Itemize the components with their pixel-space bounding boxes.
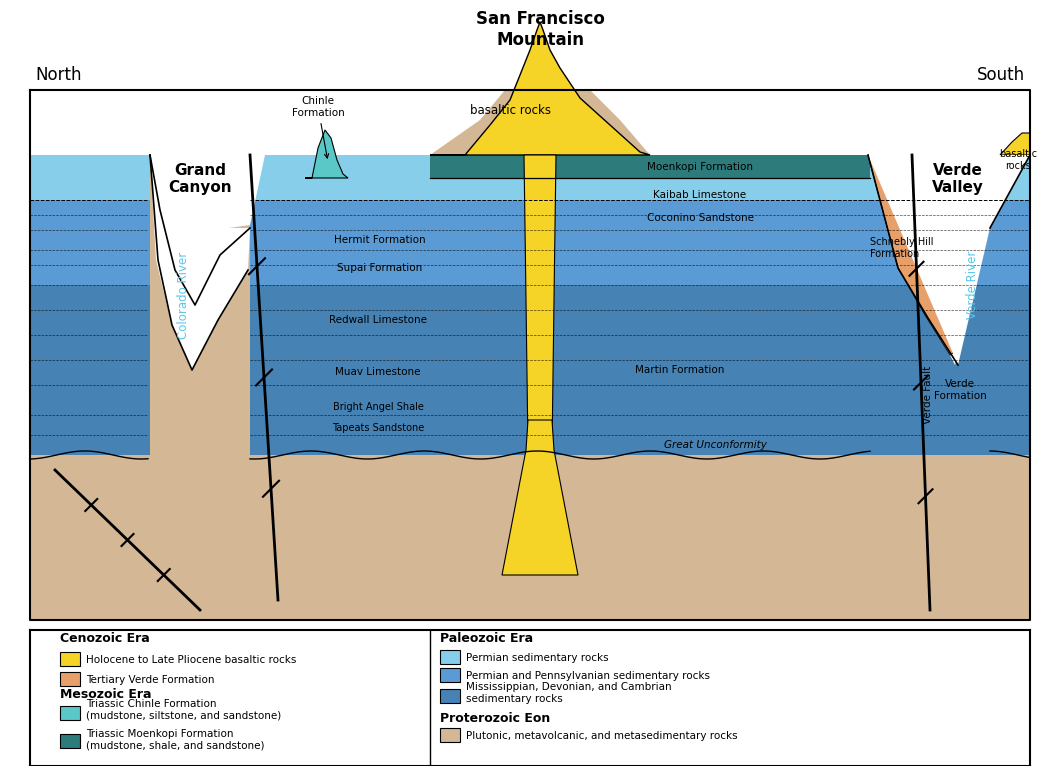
- Polygon shape: [868, 155, 1030, 365]
- Bar: [60, 672, 80, 686]
- Text: Proterozoic Eon: Proterozoic Eon: [440, 712, 550, 725]
- Polygon shape: [250, 155, 870, 455]
- Text: basaltic rocks: basaltic rocks: [470, 103, 550, 116]
- Polygon shape: [430, 22, 650, 155]
- Text: Kaibab Limestone: Kaibab Limestone: [654, 190, 747, 200]
- Text: Triassic Chinle Formation
(mudstone, siltstone, and sandstone): Triassic Chinle Formation (mudstone, sil…: [86, 699, 281, 721]
- Text: Moenkopi Formation: Moenkopi Formation: [647, 162, 753, 172]
- Polygon shape: [870, 155, 1030, 285]
- Polygon shape: [30, 90, 1030, 620]
- Bar: [440, 668, 460, 682]
- Text: South: South: [977, 66, 1025, 84]
- Polygon shape: [305, 130, 348, 178]
- Text: Plutonic, metavolcanic, and metasedimentary rocks: Plutonic, metavolcanic, and metasediment…: [466, 731, 738, 741]
- Text: Mesozoic Era: Mesozoic Era: [60, 688, 151, 701]
- Polygon shape: [1000, 133, 1030, 155]
- Text: Permian and Pennsylvanian sedimentary rocks: Permian and Pennsylvanian sedimentary ro…: [466, 671, 710, 681]
- Bar: [60, 706, 80, 720]
- Polygon shape: [502, 420, 578, 575]
- Polygon shape: [150, 155, 250, 370]
- Polygon shape: [868, 155, 991, 355]
- Bar: [440, 689, 460, 703]
- Bar: [60, 652, 80, 666]
- Text: Colorado River: Colorado River: [176, 251, 189, 339]
- Text: Holocene to Late Pliocene basaltic rocks: Holocene to Late Pliocene basaltic rocks: [86, 655, 297, 665]
- Text: Great Unconformity: Great Unconformity: [663, 440, 767, 450]
- Polygon shape: [430, 155, 870, 178]
- Text: Paleozoic Era: Paleozoic Era: [440, 632, 533, 645]
- Text: Cenozoic Era: Cenozoic Era: [60, 632, 150, 645]
- Text: Verde Fault: Verde Fault: [923, 366, 934, 424]
- Text: Verde
Formation: Verde Formation: [934, 379, 986, 401]
- Bar: [60, 734, 80, 748]
- Text: Triassic Moenkopi Formation
(mudstone, shale, and sandstone): Triassic Moenkopi Formation (mudstone, s…: [86, 729, 264, 751]
- Polygon shape: [870, 155, 1030, 455]
- Polygon shape: [250, 155, 870, 285]
- Text: Muav Limestone: Muav Limestone: [335, 367, 420, 377]
- Text: Mississippian, Devonian, and Cambrian
sedimentary rocks: Mississippian, Devonian, and Cambrian se…: [466, 683, 672, 704]
- Text: Supai Formation: Supai Formation: [337, 263, 422, 273]
- Text: Permian sedimentary rocks: Permian sedimentary rocks: [466, 653, 608, 663]
- Text: Schnebly Hill
Formation: Schnebly Hill Formation: [870, 237, 934, 259]
- Text: San Francisco
Mountain: San Francisco Mountain: [475, 10, 604, 49]
- Polygon shape: [524, 155, 557, 450]
- Text: Verde River: Verde River: [965, 250, 979, 319]
- Text: basaltic
rocks: basaltic rocks: [999, 149, 1037, 171]
- Text: Verde
Valley: Verde Valley: [932, 163, 984, 195]
- Text: Hermit Formation: Hermit Formation: [334, 235, 426, 245]
- Text: Tapeats Sandstone: Tapeats Sandstone: [332, 423, 425, 433]
- Text: Coconino Sandstone: Coconino Sandstone: [646, 213, 754, 223]
- Bar: [440, 650, 460, 664]
- Text: Chinle
Formation: Chinle Formation: [291, 97, 344, 158]
- Text: Redwall Limestone: Redwall Limestone: [329, 315, 427, 325]
- Polygon shape: [30, 155, 150, 200]
- Polygon shape: [30, 22, 1030, 365]
- Polygon shape: [30, 155, 150, 285]
- Bar: [440, 728, 460, 742]
- Text: Martin Formation: Martin Formation: [636, 365, 724, 375]
- Text: Grand
Canyon: Grand Canyon: [168, 163, 232, 195]
- Polygon shape: [250, 155, 870, 200]
- Polygon shape: [30, 155, 150, 455]
- Text: North: North: [35, 66, 81, 84]
- Polygon shape: [870, 155, 1030, 200]
- Text: Tertiary Verde Formation: Tertiary Verde Formation: [86, 675, 214, 685]
- Text: Bright Angel Shale: Bright Angel Shale: [333, 402, 423, 412]
